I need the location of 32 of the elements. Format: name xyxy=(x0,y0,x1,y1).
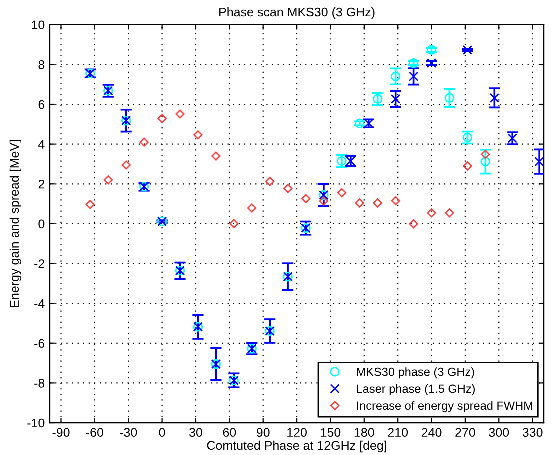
y-tick-label: -6 xyxy=(34,339,45,348)
x-tick-label: 270 xyxy=(456,428,476,438)
y-tick-label: -4 xyxy=(34,300,45,308)
y-tick-label: 8 xyxy=(38,60,45,70)
legend-label: MKS30 phase (3 GHz) xyxy=(357,368,474,379)
x-tick-label: -60 xyxy=(86,428,104,438)
x-tick-label: 330 xyxy=(522,428,543,438)
x-tick-label: 300 xyxy=(489,428,510,438)
x-tick-label: 150 xyxy=(321,428,341,438)
x-tick-label: 240 xyxy=(422,428,442,438)
x-tick-label: 90 xyxy=(256,428,270,438)
x-tick-label: 210 xyxy=(388,428,408,438)
x-tick-label: -30 xyxy=(120,428,138,438)
x-tick-label: 0 xyxy=(159,428,166,438)
legend-label: Increase of energy spread FWHM xyxy=(357,401,532,412)
y-tick-label: 10 xyxy=(32,20,45,30)
legend-label: Laser phase (1.5 GHz) xyxy=(357,384,475,396)
y-tick-label: 4 xyxy=(38,140,45,149)
chart-title: Phase scan MKS30 (3 GHz) xyxy=(220,7,375,20)
y-tick-label: -10 xyxy=(28,418,45,428)
x-tick-label: -90 xyxy=(52,428,70,438)
y-tick-label: 2 xyxy=(38,180,45,189)
x-tick-label: 120 xyxy=(288,428,307,438)
y-tick-label: 0 xyxy=(38,220,45,229)
x-tick-label: 30 xyxy=(190,428,202,438)
x-axis-title: Comtuted Phase at 12GHz [deg] xyxy=(207,440,386,453)
y-tick-label: 6 xyxy=(38,100,45,110)
y-tick-label: -8 xyxy=(34,379,45,388)
y-axis-title: Energy gain and spread [MeV] xyxy=(10,140,22,308)
x-tick-label: 180 xyxy=(354,428,374,438)
x-tick-label: 60 xyxy=(223,428,236,438)
y-tick-label: -2 xyxy=(34,260,45,268)
